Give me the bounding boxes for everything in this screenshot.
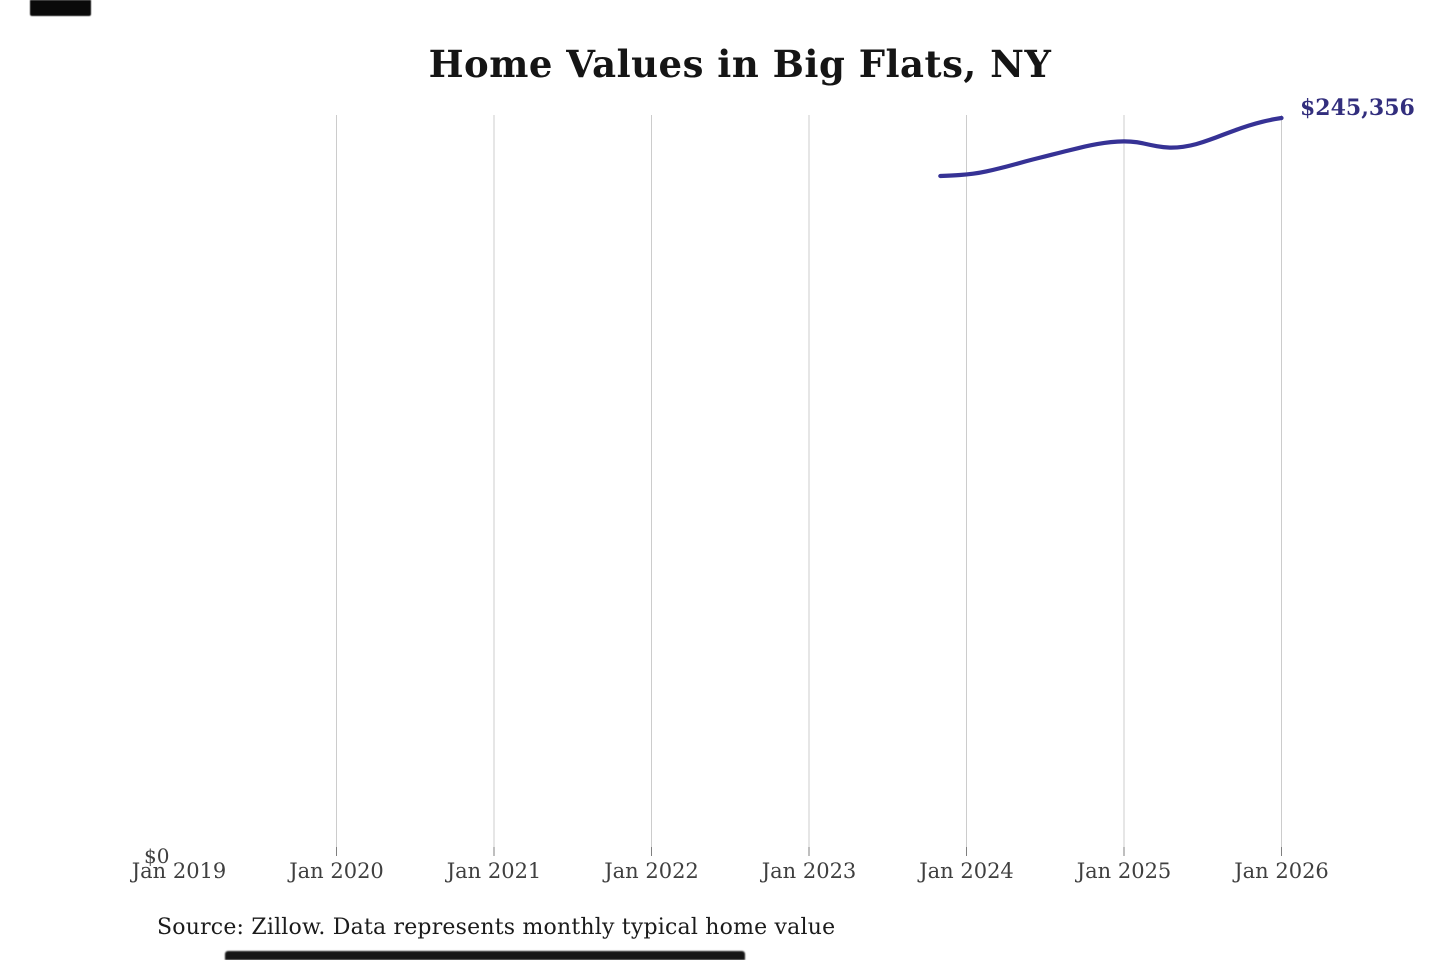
home-value-line xyxy=(938,115,1284,179)
cropped-ui-artifact-bottom xyxy=(225,951,745,960)
end-value-label: $245,356 xyxy=(1300,95,1415,121)
y-axis-zero-label: $0 xyxy=(144,844,170,868)
axis-tick-group xyxy=(336,847,1282,856)
x-axis-label: Jan 2024 xyxy=(919,859,1014,883)
gridline-group xyxy=(336,115,1282,847)
x-axis-label: Jan 2022 xyxy=(604,859,699,883)
x-axis-label: Jan 2020 xyxy=(289,859,384,883)
x-axis-label: Jan 2023 xyxy=(761,859,857,883)
chart-title: Home Values in Big Flats, NY xyxy=(428,42,1052,86)
source-note: Source: Zillow. Data represents monthly … xyxy=(157,915,836,940)
x-axis-label: Jan 2019 xyxy=(131,859,227,883)
x-axis-label: Jan 2021 xyxy=(446,859,542,883)
x-axis-label: Jan 2025 xyxy=(1076,859,1172,883)
cropped-ui-artifact-top-left xyxy=(30,0,91,16)
x-axis-label: Jan 2026 xyxy=(1234,859,1329,883)
